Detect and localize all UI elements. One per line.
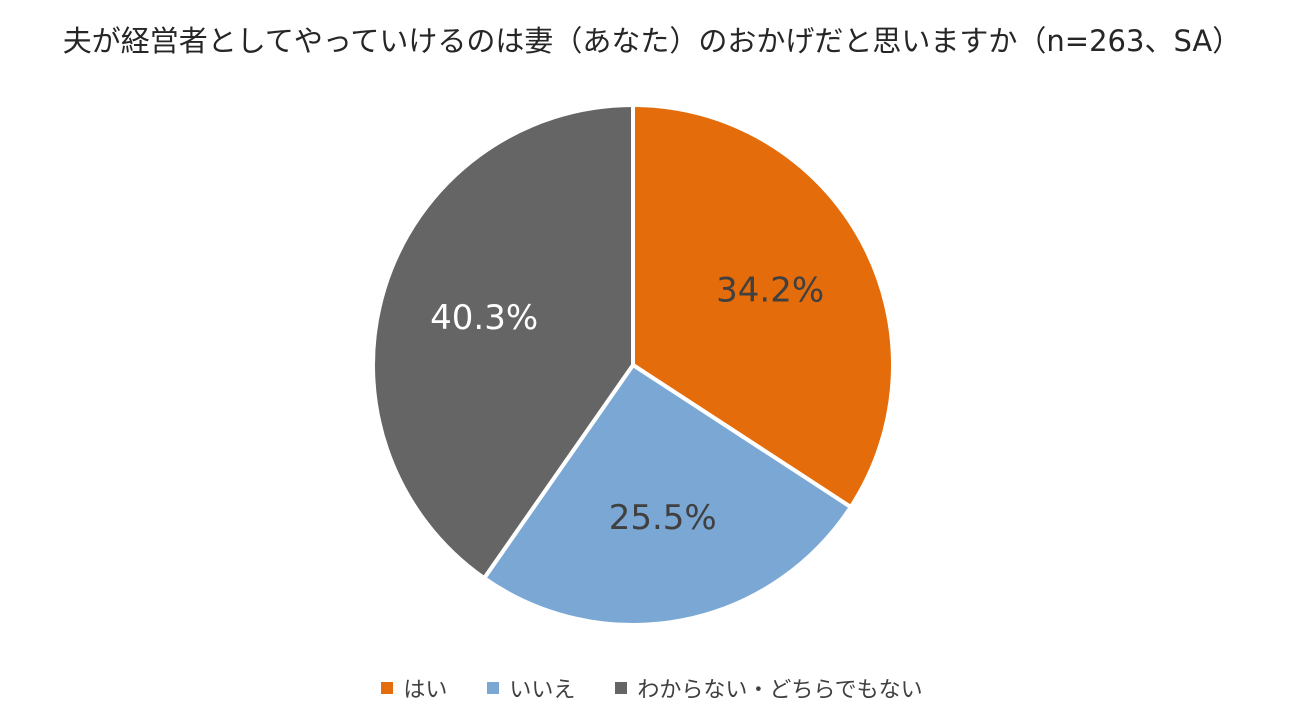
legend-label-unsure: わからない・どちらでもない bbox=[637, 678, 923, 703]
legend-label-yes: はい bbox=[403, 678, 448, 703]
legend-item-yes: はい bbox=[381, 672, 447, 704]
data-label-unsure: 40.3% bbox=[430, 298, 538, 338]
slice-no bbox=[482, 363, 853, 627]
data-label-yes: 34.2% bbox=[716, 271, 824, 311]
legend-swatch-unsure bbox=[615, 682, 628, 694]
legend-item-unsure: わからない・どちらでもない bbox=[615, 672, 923, 704]
legend: はい いいえ わからない・どちらでもない bbox=[0, 672, 1304, 704]
slice-unsure bbox=[371, 103, 635, 581]
legend-swatch-no bbox=[487, 682, 500, 694]
data-label-no: 25.5% bbox=[609, 498, 717, 538]
legend-label-no: いいえ bbox=[509, 678, 576, 703]
chart-title: 夫が経営者としてやっていけるのは妻（あなた）のおかげだと思いますか（n=263、… bbox=[62, 24, 1242, 58]
legend-item-no: いいえ bbox=[487, 672, 575, 704]
legend-swatch-yes bbox=[381, 682, 394, 694]
